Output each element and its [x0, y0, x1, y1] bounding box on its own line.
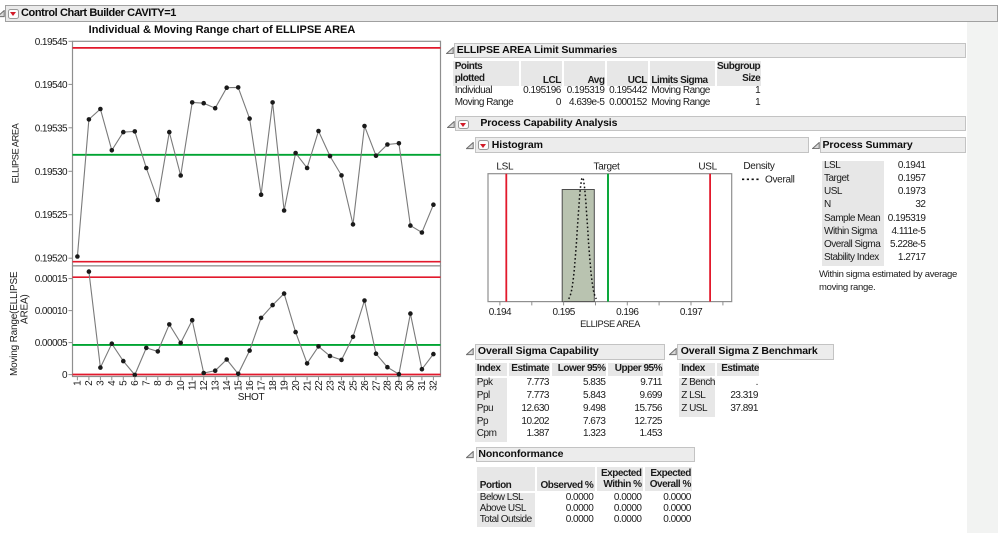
svg-text:LSL: LSL	[496, 161, 514, 172]
svg-text:26: 26	[360, 380, 371, 391]
svg-text:20: 20	[291, 380, 302, 391]
svg-text:4: 4	[107, 380, 118, 386]
svg-text:16: 16	[245, 380, 256, 391]
svg-text:Density: Density	[743, 161, 775, 172]
svg-text:0.196: 0.196	[616, 307, 639, 318]
svg-text:0.00015: 0.00015	[35, 274, 68, 285]
svg-text:3: 3	[96, 380, 107, 386]
svg-text:0.00005: 0.00005	[35, 338, 68, 349]
svg-text:USL: USL	[698, 161, 717, 172]
svg-text:21: 21	[302, 380, 313, 391]
svg-text:Moving Range(ELLIPSE: Moving Range(ELLIPSE	[9, 271, 20, 376]
svg-text:7: 7	[142, 380, 153, 386]
svg-text:0.19545: 0.19545	[35, 37, 68, 48]
svg-text:24: 24	[337, 380, 348, 391]
svg-text:0.19520: 0.19520	[35, 254, 68, 265]
svg-text:10: 10	[176, 380, 187, 391]
svg-text:9: 9	[165, 380, 176, 386]
svg-text:32: 32	[429, 380, 440, 391]
svg-text:8: 8	[153, 380, 164, 386]
svg-text:25: 25	[348, 380, 359, 391]
svg-text:12: 12	[199, 380, 210, 391]
svg-text:0.00010: 0.00010	[35, 306, 68, 317]
svg-text:15: 15	[234, 380, 245, 391]
svg-text:6: 6	[130, 380, 141, 386]
svg-text:31: 31	[417, 380, 428, 391]
svg-text:22: 22	[314, 380, 325, 391]
svg-text:29: 29	[394, 380, 405, 391]
svg-text:11: 11	[188, 380, 199, 390]
svg-text:1: 1	[73, 380, 84, 386]
svg-text:Overall: Overall	[765, 175, 795, 186]
svg-text:ELLIPSE AREA: ELLIPSE AREA	[580, 319, 641, 329]
svg-text:17: 17	[256, 380, 267, 391]
svg-text:ELLIPSE AREA: ELLIPSE AREA	[11, 122, 21, 183]
svg-text:0.195: 0.195	[552, 307, 575, 318]
svg-text:30: 30	[406, 380, 417, 391]
svg-text:0.19535: 0.19535	[35, 123, 68, 134]
svg-text:0.197: 0.197	[680, 307, 703, 318]
svg-text:0: 0	[62, 370, 68, 381]
svg-text:2: 2	[84, 380, 95, 386]
svg-text:14: 14	[222, 380, 233, 391]
svg-text:5: 5	[119, 380, 130, 386]
svg-text:SHOT: SHOT	[238, 392, 265, 403]
svg-text:AREA): AREA)	[20, 294, 31, 324]
svg-text:0.19525: 0.19525	[35, 210, 68, 221]
svg-text:28: 28	[383, 380, 394, 391]
svg-text:18: 18	[268, 380, 279, 391]
svg-text:13: 13	[211, 380, 222, 391]
svg-text:Target: Target	[594, 161, 621, 172]
svg-text:27: 27	[371, 380, 382, 391]
svg-text:0.19530: 0.19530	[35, 167, 68, 178]
svg-text:0.194: 0.194	[489, 307, 512, 318]
svg-text:19: 19	[279, 380, 290, 391]
svg-text:0.19540: 0.19540	[35, 80, 68, 91]
svg-text:23: 23	[325, 380, 336, 391]
